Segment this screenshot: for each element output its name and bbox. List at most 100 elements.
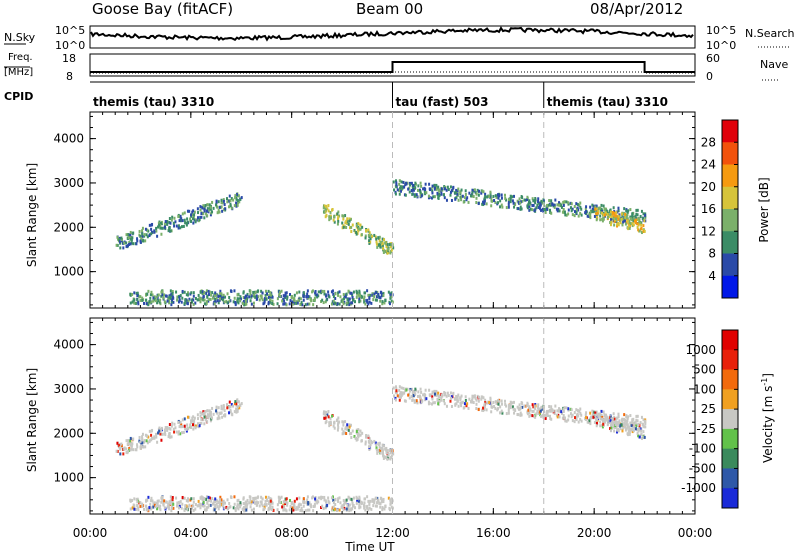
velocity-cell [336,508,339,512]
power-cell [630,218,633,222]
velocity-cell [185,499,188,503]
power-cell [401,186,404,190]
velocity-cell [537,411,540,415]
velocity-cell [346,423,349,427]
velocity-cell [317,500,320,504]
velocity-cell [440,398,443,402]
power-cell [365,229,368,233]
velocity-cell [365,435,368,439]
power-cell [148,300,151,304]
power-cell [181,296,184,300]
power-cell [317,294,320,298]
power-cell [535,206,538,210]
power-cell [281,299,284,303]
velocity-cell [325,504,328,508]
velocity-cell [423,392,426,396]
cpid-segments: themis (tau) 3310 tau (fast) 503 themis (t… [93,82,668,109]
velocity-cell [210,499,213,503]
power-cell [141,296,144,300]
velocity-cell [626,425,629,429]
power-cell [263,297,266,301]
velocity-cell [119,452,122,456]
velocity-cell [293,502,296,506]
power-cell [170,292,173,296]
power-cell [291,295,294,299]
velocity-cell [159,432,162,436]
power-cell [194,220,197,224]
velocity-cell [317,496,320,500]
velocity-cell [532,409,535,413]
velocity-cell [565,406,568,410]
power-cell [611,210,614,214]
velocity-cell [366,504,369,508]
noise-left-tick-top: 10^5 [55,24,85,37]
velocity-cell [180,423,183,427]
power-cell [364,234,367,238]
velocity-cell [249,498,252,502]
power-cell [622,217,625,221]
power-cell [341,226,344,230]
power-cell [615,211,618,215]
power-cell [193,218,196,222]
power-cell [139,239,142,243]
power-cell [565,213,568,217]
velocity-cell [229,404,232,408]
velocity-cell [617,415,620,419]
velocity-cell [333,508,336,512]
velocity-cell [248,501,251,505]
power-cell [177,226,180,230]
velocity-cell [271,505,274,509]
velocity-cell [249,505,252,509]
power-cell [591,207,594,211]
velocity-cell [150,506,153,510]
velocity-cell [612,421,615,425]
velocity-cell [594,411,597,415]
velocity-cell [538,410,541,414]
power-cell [404,193,407,197]
velocity-cell [172,506,175,510]
velocity-cell [404,399,407,403]
power-cell [627,209,630,213]
power-cell [293,296,296,300]
power-cell [424,192,427,196]
power-cell [414,186,417,190]
power-cell [385,244,388,248]
power-cell [198,296,201,300]
power-cell [236,300,239,304]
velocity-cell [164,426,167,430]
velocity-cell [368,502,371,506]
power-cell [636,222,639,226]
velocity-cell [249,495,252,499]
power-cell [475,201,478,205]
velocity-cell [494,406,497,410]
power-cell [202,204,205,208]
power-cell [192,291,195,295]
power-cell [351,298,354,302]
power-cell [643,229,646,233]
power-cell [440,190,443,194]
power-cell [589,205,592,209]
velocity-cell [437,394,440,398]
velocity-cell [503,399,506,403]
velocity-cell [222,405,225,409]
power-cell [497,193,500,197]
velocity-cell [346,503,349,507]
power-cell [427,196,430,200]
power-cell [635,212,638,216]
power-cell [409,181,412,185]
power-cell [594,205,597,209]
power-cell [225,299,228,303]
velocity-cell [170,424,173,428]
power-cell [399,185,402,189]
velocity-cell [285,497,288,501]
velocity-cell [513,411,516,415]
velocity-cell [228,411,231,415]
power-cell [186,217,189,221]
power-cell [531,208,534,212]
velocity-cell [221,504,224,508]
power-cell [567,208,570,212]
velocity-cell [631,428,634,432]
power-cell [219,294,222,298]
velocity-cell [456,398,459,402]
velocity-cell [173,422,176,426]
